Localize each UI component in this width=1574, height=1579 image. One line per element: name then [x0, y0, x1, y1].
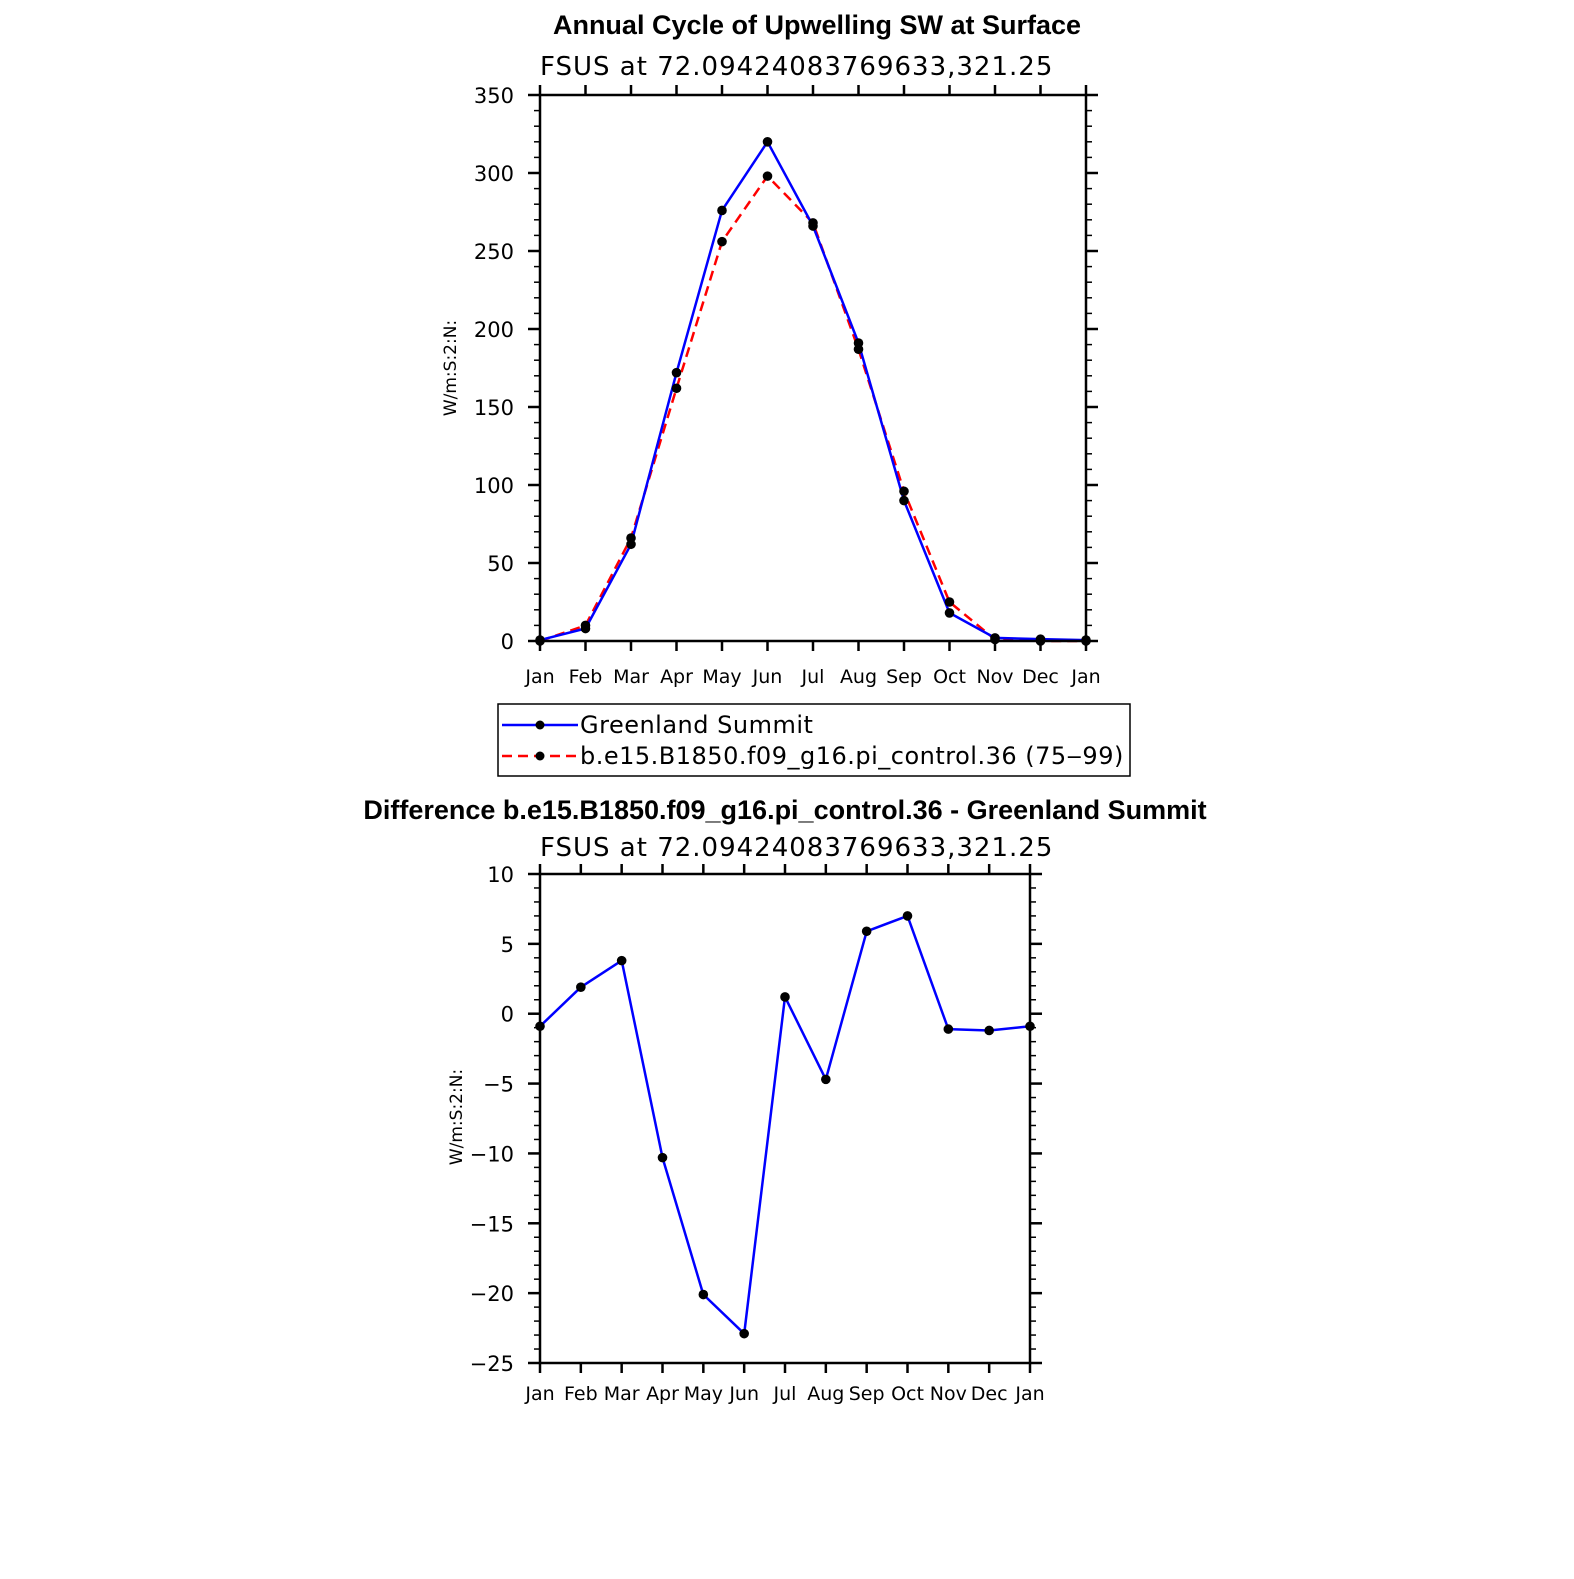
- legend-entry-model: b.e15.B1850.f09_g16.pi_control.36 (75‒99…: [502, 742, 1124, 770]
- c1-x-tick-label: Sep: [886, 666, 922, 688]
- annual-cycle-chart: Annual Cycle of Upwelling SW at Surface …: [441, 10, 1131, 777]
- c1-x-tick-label: Jul: [801, 666, 825, 688]
- legend-label-model: b.e15.B1850.f09_g16.pi_control.36 (75‒99…: [580, 742, 1124, 770]
- c2-x-tick-label: Nov: [930, 1383, 967, 1405]
- c2-y-tick-label: −10: [470, 1142, 514, 1166]
- c2-series-0-point: [861, 926, 872, 937]
- c1-series-1-line: [539, 174, 1086, 643]
- chart2-title: Difference b.e15.B1850.f09_g16.pi_contro…: [363, 795, 1206, 825]
- c2-y-tick-label: −15: [470, 1212, 514, 1236]
- chart2-plot-frame: [538, 872, 1032, 1365]
- c1-y-tick-label: 300: [474, 162, 514, 186]
- c2-series-0-point: [616, 955, 627, 966]
- legend-marker-greenland-summit: [535, 720, 545, 730]
- c2-y-tick-label: −20: [470, 1282, 514, 1306]
- c1-x-tick-label: Nov: [976, 666, 1013, 688]
- c2-series-0-point: [943, 1024, 954, 1034]
- c1-y-tick-label: 250: [474, 240, 514, 264]
- c1-y-tick-label: 150: [474, 396, 514, 420]
- c2-x-tick-label: Sep: [849, 1383, 885, 1405]
- chart1-series: [535, 137, 1091, 646]
- chart2-subtitle: FSUS at 72.09424083769633,321.25: [540, 833, 1053, 863]
- chart2-y-axis-label: W/m:S:2:N:: [447, 1069, 467, 1165]
- c1-x-tick-label: Mar: [613, 666, 649, 688]
- c1-x-tick-label: Jan: [524, 666, 554, 688]
- c1-x-tick-label: Dec: [1022, 666, 1059, 688]
- c2-series-0-point: [739, 1328, 749, 1339]
- c1-series-1-point: [580, 620, 591, 631]
- chart1-tick-labels: Jan Feb Mar Apr May Jun Jul Aug Sep Oct Nov Dec Jan 0…: [474, 84, 1101, 688]
- c1-x-tick-label: Feb: [569, 666, 603, 688]
- c1-series-0-point: [717, 205, 727, 216]
- c2-series-0-line: [539, 914, 1031, 1335]
- c2-series-0-point: [698, 1289, 709, 1300]
- legend-entry-greenland-summit: Greenland Summit: [502, 711, 813, 739]
- c2-series-0-point: [984, 1025, 994, 1036]
- c2-x-tick-label: Dec: [971, 1383, 1008, 1405]
- c2-x-tick-label: Oct: [891, 1383, 924, 1405]
- c2-x-tick-label: Aug: [807, 1383, 844, 1405]
- c2-series-0-point: [576, 982, 586, 992]
- c1-x-tick-label: May: [702, 666, 741, 688]
- chart2-tick-labels: Jan Feb Mar Apr May Jun Jul Aug Sep Oct Nov Dec Jan−…: [470, 863, 1045, 1405]
- c1-x-tick-label: Aug: [840, 666, 877, 688]
- c1-y-tick-label: 100: [474, 474, 514, 498]
- c1-series-1-point: [944, 597, 955, 607]
- difference-chart: Difference b.e15.B1850.f09_g16.pi_contro…: [363, 795, 1206, 1405]
- c1-series-1-point: [853, 344, 864, 355]
- c1-x-tick-label: Jun: [752, 666, 783, 688]
- c2-x-tick-label: Mar: [604, 1383, 640, 1405]
- c1-series-1-point: [990, 634, 1000, 645]
- chart2-ticks: [528, 864, 1042, 1373]
- c1-x-tick-label: Jan: [1070, 666, 1100, 688]
- c2-x-tick-label: May: [684, 1383, 723, 1405]
- c1-y-tick-label: 0: [501, 630, 514, 654]
- chart1-plot-frame: [538, 93, 1088, 643]
- c2-x-tick-label: Feb: [564, 1383, 598, 1405]
- chart1-subtitle: FSUS at 72.09424083769633,321.25: [540, 52, 1053, 82]
- chart1-title: Annual Cycle of Upwelling SW at Surface: [553, 10, 1081, 40]
- c1-series-0-point: [762, 137, 773, 147]
- legend-box: [497, 703, 1131, 777]
- c2-series-0-point: [902, 911, 913, 921]
- c2-y-tick-label: −5: [483, 1073, 514, 1097]
- c1-series-0-line: [539, 140, 1087, 642]
- c2-y-tick-label: −25: [470, 1352, 514, 1376]
- c2-y-tick-label: 5: [501, 933, 514, 957]
- c1-series-0-point: [944, 608, 955, 618]
- c1-x-tick-label: Oct: [933, 666, 966, 688]
- chart1-y-axis-label: W/m:S:2:N:: [441, 320, 461, 416]
- c1-x-tick-label: Apr: [660, 666, 693, 688]
- chart1-legend: Greenland Summit b.e15.B1850.f09_g16.pi_…: [497, 703, 1131, 777]
- c1-series-0-point: [671, 367, 682, 378]
- c1-series-1-point: [626, 533, 636, 543]
- c1-y-tick-label: 50: [487, 552, 514, 576]
- c2-x-tick-label: Jan: [524, 1383, 554, 1405]
- c2-series-0-point: [780, 992, 790, 1002]
- chart1-ticks: [528, 85, 1098, 651]
- legend-label-greenland-summit: Greenland Summit: [580, 711, 813, 739]
- c1-y-tick-label: 200: [474, 318, 514, 342]
- c1-series-1-point: [899, 486, 909, 497]
- c1-series-1-point: [762, 171, 773, 181]
- c1-series-0-point: [899, 495, 909, 506]
- legend-marker-model: [535, 751, 545, 761]
- c2-y-tick-label: 0: [501, 1003, 514, 1027]
- c1-series-1-point: [671, 383, 682, 394]
- c1-y-tick-label: 350: [474, 84, 514, 108]
- c2-series-0-point: [821, 1074, 831, 1085]
- c1-series-1-point: [808, 218, 818, 228]
- c2-x-tick-label: Jun: [728, 1383, 759, 1405]
- c2-x-tick-label: Apr: [646, 1383, 679, 1405]
- c2-x-tick-label: Jul: [773, 1383, 797, 1405]
- c1-series-1-point: [717, 236, 727, 247]
- c2-series-0-point: [657, 1152, 668, 1163]
- c2-y-tick-label: 10: [487, 863, 514, 887]
- c2-x-tick-label: Jan: [1014, 1383, 1044, 1405]
- chart2-series: [535, 911, 1035, 1339]
